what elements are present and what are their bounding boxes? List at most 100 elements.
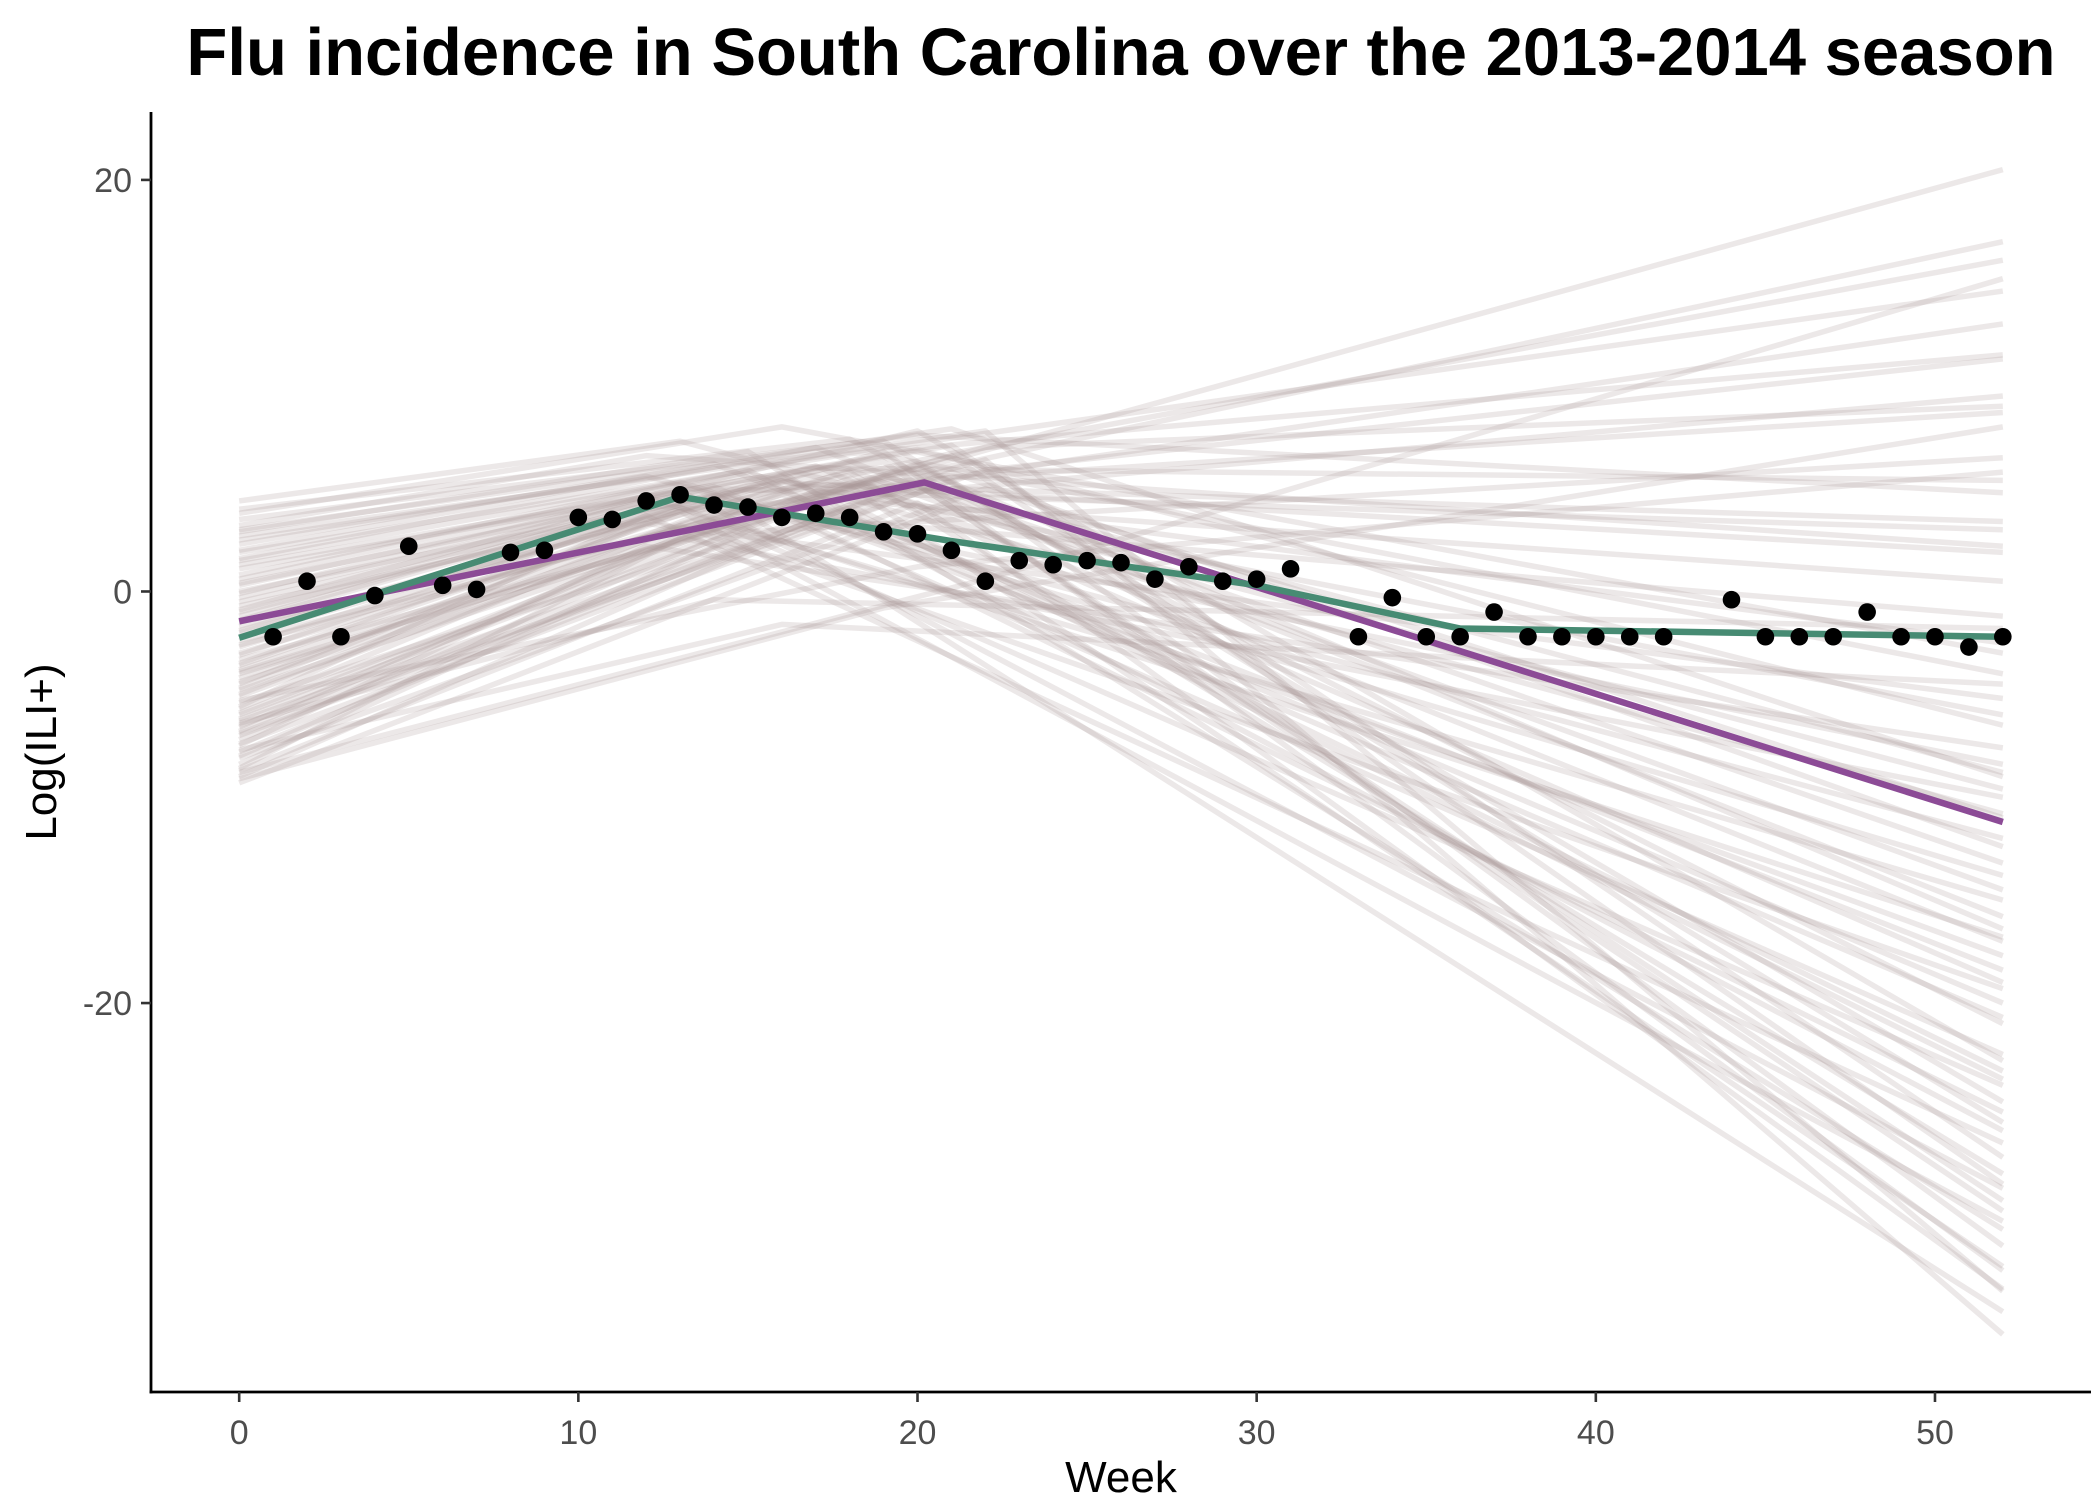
data-point — [1926, 627, 1944, 646]
data-point — [1553, 627, 1571, 646]
data-point — [908, 525, 927, 543]
sample-line — [238, 473, 2004, 842]
sample-line — [238, 403, 2003, 648]
data-point — [1417, 627, 1436, 646]
sample-line — [238, 356, 2004, 728]
sample-line — [238, 444, 2004, 920]
x-tick-label: 50 — [1916, 1414, 1954, 1452]
y-axis-label: Log(ILI+) — [17, 663, 66, 840]
data-point — [1790, 627, 1809, 646]
sample-line — [238, 436, 2005, 1027]
x-tick-label: 20 — [899, 1414, 937, 1452]
data-point — [1994, 627, 2012, 646]
chart-title: Flu incidence in South Carolina over the… — [186, 15, 2055, 90]
data-point — [399, 537, 418, 556]
sample-line — [238, 424, 2004, 782]
y-tick-label: 0 — [113, 573, 132, 611]
series-line-1 — [238, 479, 2004, 826]
data-point — [806, 504, 825, 523]
data-point — [976, 572, 995, 590]
sample-line — [238, 473, 2005, 1082]
sample-line — [238, 467, 2005, 1134]
sample-line — [238, 452, 2005, 1187]
data-point — [637, 492, 655, 510]
x-tick-label: 0 — [230, 1414, 249, 1452]
sample-line — [238, 520, 2004, 702]
sample-line — [238, 457, 2005, 1337]
data-point — [603, 510, 622, 529]
sample-line — [238, 467, 2004, 893]
data-point — [1349, 627, 1368, 646]
data-point — [1078, 551, 1096, 570]
data-point — [773, 508, 791, 527]
data-point — [467, 580, 486, 599]
sample-line — [238, 454, 2003, 767]
x-tick-label: 10 — [559, 1414, 597, 1452]
sample-line — [238, 500, 2005, 1292]
sample-line — [238, 438, 2004, 792]
sample-line — [238, 522, 2004, 992]
sample-line — [238, 485, 2003, 625]
sample-line — [238, 452, 2004, 549]
sample-line — [238, 465, 2004, 932]
sample-line — [238, 473, 2004, 776]
sample-line — [238, 498, 2004, 1006]
sample-line — [238, 475, 2004, 944]
sample-line — [238, 448, 2005, 1232]
data-point — [1824, 627, 1843, 646]
data-point — [1451, 627, 1469, 646]
sample-line — [238, 492, 2004, 1020]
sample-line — [238, 479, 2003, 697]
sample-line — [238, 504, 2004, 1088]
sample-line — [238, 438, 2005, 1125]
sample-line — [238, 496, 2004, 718]
data-point — [264, 627, 282, 646]
data-point — [569, 508, 588, 527]
data-point — [705, 496, 723, 514]
data-point — [1892, 627, 1910, 646]
data-point — [1485, 603, 1503, 621]
sample-line — [238, 502, 2005, 1074]
x-tick-label: 30 — [1238, 1414, 1276, 1452]
data-point — [1180, 557, 1198, 576]
data-point — [739, 498, 757, 516]
data-point — [1756, 627, 1775, 646]
sample-line — [238, 432, 2003, 523]
sample-line — [238, 469, 2004, 704]
sample-line — [238, 469, 2004, 850]
data-point — [1620, 627, 1639, 646]
sample-line — [237, 535, 2004, 800]
sample-line — [238, 459, 2005, 1214]
data-point — [1383, 588, 1402, 607]
data-point — [366, 586, 384, 605]
data-point — [1858, 603, 1876, 621]
y-tick-label: -20 — [83, 985, 132, 1023]
data-point — [1722, 590, 1741, 609]
sample-line — [238, 485, 2004, 821]
sample-line — [238, 428, 2005, 1064]
data-point — [1044, 555, 1062, 574]
data-point — [942, 541, 961, 560]
data-point — [1112, 553, 1130, 572]
data-points — [264, 485, 2012, 656]
sample-line — [238, 477, 2004, 817]
sample-line — [238, 424, 2004, 656]
data-point — [298, 572, 316, 590]
sample-line — [238, 352, 2004, 556]
sample-line — [238, 461, 2005, 1105]
sample-line — [238, 461, 2004, 973]
data-point — [1247, 570, 1266, 588]
sample-line — [238, 508, 2005, 1224]
sample-line — [238, 166, 2004, 675]
data-point — [501, 543, 520, 562]
data-point — [1654, 627, 1673, 646]
sample-line — [238, 504, 2004, 786]
sample-line — [238, 465, 2003, 586]
data-point — [874, 523, 893, 541]
data-point — [1587, 627, 1605, 646]
data-point — [332, 627, 350, 646]
sample-line — [238, 512, 2004, 1146]
sample-line — [238, 483, 2004, 1058]
